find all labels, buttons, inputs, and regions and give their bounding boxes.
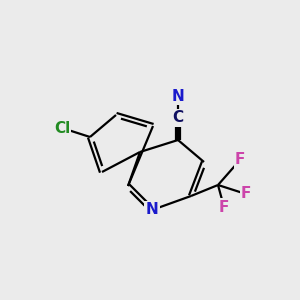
- Text: Cl: Cl: [54, 121, 70, 136]
- Text: N: N: [146, 202, 158, 217]
- Text: F: F: [235, 152, 245, 167]
- Text: N: N: [172, 88, 184, 104]
- Text: C: C: [172, 110, 184, 125]
- Text: F: F: [219, 200, 229, 214]
- Text: F: F: [241, 187, 251, 202]
